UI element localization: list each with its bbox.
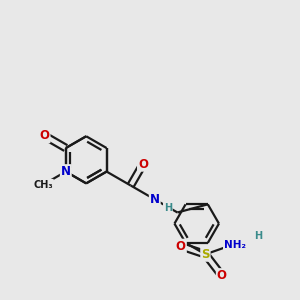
Text: N: N [150, 193, 160, 206]
Text: CH₃: CH₃ [33, 180, 53, 190]
Text: O: O [176, 240, 186, 253]
Text: NH₂: NH₂ [224, 239, 246, 250]
Text: H: H [254, 231, 262, 241]
Text: N: N [61, 165, 71, 178]
Text: O: O [217, 269, 227, 282]
Text: O: O [40, 129, 50, 142]
Text: S: S [201, 248, 210, 261]
Text: O: O [138, 158, 148, 171]
Text: H: H [164, 202, 172, 213]
